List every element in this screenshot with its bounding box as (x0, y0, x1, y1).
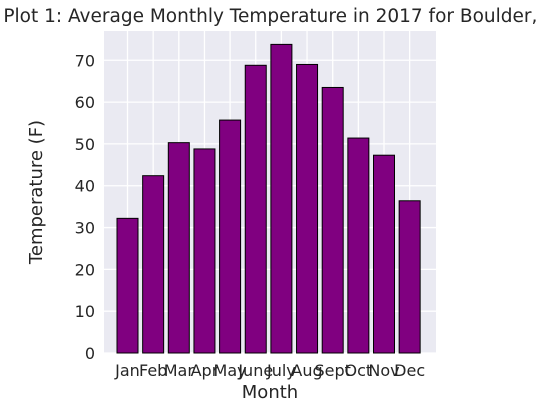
x-tick-label: June (237, 361, 273, 380)
x-axis-label: Month (242, 382, 298, 403)
y-tick-label: 50 (75, 135, 95, 154)
x-tick-label: Mar (164, 361, 195, 380)
y-tick-label: 10 (75, 302, 95, 321)
y-tick-label: 40 (75, 177, 95, 196)
bar-dec (398, 200, 421, 354)
x-tick-label: Jan (114, 361, 140, 380)
x-tick-label: July (266, 361, 296, 380)
bar-feb (142, 175, 165, 354)
bar-oct (347, 137, 370, 354)
y-tick-label: 0 (85, 344, 95, 363)
x-tick-label: Nov (368, 361, 399, 380)
y-axis-ticks: 0 10 20 30 40 50 60 70 (75, 51, 95, 363)
x-tick-label: Oct (345, 361, 373, 380)
bar-mar (167, 142, 190, 354)
x-tick-label: Apr (191, 361, 219, 380)
bar-aug (296, 63, 319, 354)
bar-july (270, 43, 293, 354)
y-tick-label: 70 (75, 51, 95, 70)
bar-june (244, 64, 267, 354)
y-axis-label: Temperature (F) (26, 120, 47, 265)
chart-title: HW Plot 1: Average Monthly Temperature i… (0, 6, 538, 27)
bar-apr (193, 148, 216, 354)
x-tick-label: Aug (291, 361, 322, 380)
bar-nov (373, 154, 395, 354)
bar-may (219, 119, 242, 354)
bar-jan (116, 217, 139, 354)
x-tick-label: Dec (394, 361, 425, 380)
bar-sept (321, 86, 344, 354)
y-tick-label: 20 (75, 260, 95, 279)
x-tick-label: Sept (314, 361, 350, 380)
bars (116, 43, 421, 354)
y-tick-label: 30 (75, 219, 95, 238)
y-tick-label: 60 (75, 93, 95, 112)
x-tick-label: Feb (139, 361, 167, 380)
x-tick-label: May (214, 361, 247, 380)
